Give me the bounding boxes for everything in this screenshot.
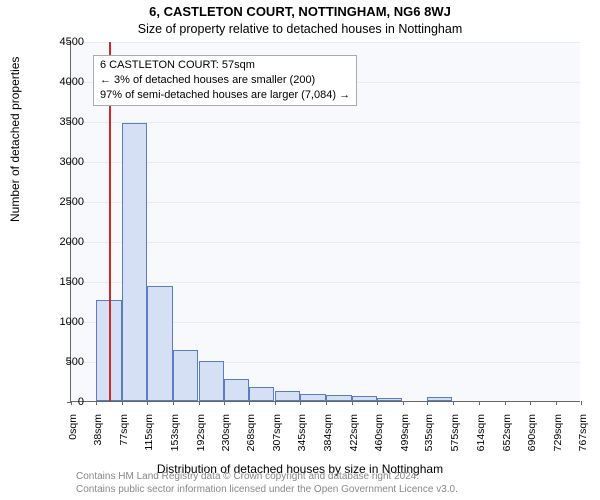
histogram-bar (122, 123, 147, 401)
gridline-h (71, 42, 580, 43)
xtick-label: 307sqm (271, 414, 283, 464)
xtick-mark (427, 401, 428, 405)
xtick-label: 575sqm (449, 414, 461, 464)
xtick-mark (275, 401, 276, 405)
xtick-mark (224, 401, 225, 405)
xtick-mark (530, 401, 531, 405)
xtick-label: 268sqm (245, 414, 257, 464)
xtick-label: 38sqm (92, 414, 104, 464)
ytick-label: 1500 (44, 276, 84, 288)
chart-title-line2: Size of property relative to detached ho… (0, 22, 600, 36)
xtick-mark (173, 401, 174, 405)
xtick-label: 384sqm (322, 414, 334, 464)
annotation-box: 6 CASTLETON COURT: 57sqm← 3% of detached… (93, 55, 357, 106)
ytick-label: 4000 (44, 76, 84, 88)
histogram-bar (249, 387, 274, 401)
xtick-mark (199, 401, 200, 405)
xtick-label: 652sqm (501, 414, 513, 464)
histogram-bar (147, 286, 172, 401)
histogram-bar (377, 398, 402, 401)
xtick-label: 460sqm (373, 414, 385, 464)
ytick-label: 0 (44, 396, 84, 408)
xtick-mark (403, 401, 404, 405)
xtick-mark (326, 401, 327, 405)
xtick-label: 115sqm (143, 414, 155, 464)
annotation-line1: 6 CASTLETON COURT: 57sqm (100, 58, 350, 73)
histogram-bar (352, 396, 377, 401)
ytick-label: 1000 (44, 316, 84, 328)
y-axis-label: Number of detached properties (8, 57, 22, 222)
license-line1: Contains HM Land Registry data © Crown c… (76, 471, 458, 484)
histogram-bar (427, 397, 452, 401)
xtick-mark (96, 401, 97, 405)
xtick-mark (505, 401, 506, 405)
xtick-mark (147, 401, 148, 405)
histogram-bar (224, 379, 249, 401)
xtick-label: 729sqm (552, 414, 564, 464)
xtick-label: 77sqm (118, 414, 130, 464)
ytick-label: 500 (44, 356, 84, 368)
xtick-mark (122, 401, 123, 405)
xtick-mark (479, 401, 480, 405)
xtick-mark (453, 401, 454, 405)
chart-title-line1: 6, CASTLETON COURT, NOTTINGHAM, NG6 8WJ (0, 4, 600, 19)
xtick-label: 345sqm (296, 414, 308, 464)
ytick-label: 2000 (44, 236, 84, 248)
xtick-label: 153sqm (169, 414, 181, 464)
xtick-label: 535sqm (423, 414, 435, 464)
xtick-label: 614sqm (475, 414, 487, 464)
histogram-bar (326, 395, 351, 401)
chart-container: 6, CASTLETON COURT, NOTTINGHAM, NG6 8WJ … (0, 0, 600, 500)
license-text: Contains HM Land Registry data © Crown c… (76, 471, 458, 496)
xtick-mark (352, 401, 353, 405)
histogram-bar (173, 350, 198, 401)
ytick-label: 4500 (44, 36, 84, 48)
ytick-label: 2500 (44, 196, 84, 208)
xtick-label: 422sqm (348, 414, 360, 464)
xtick-label: 230sqm (220, 414, 232, 464)
histogram-bar (300, 394, 325, 401)
xtick-label: 192sqm (195, 414, 207, 464)
license-line2: Contains public sector information licen… (76, 484, 458, 497)
xtick-label: 499sqm (399, 414, 411, 464)
xtick-mark (300, 401, 301, 405)
annotation-line2: ← 3% of detached houses are smaller (200… (100, 73, 350, 88)
xtick-mark (377, 401, 378, 405)
histogram-bar (275, 391, 300, 401)
histogram-bar (199, 361, 224, 401)
ytick-label: 3500 (44, 116, 84, 128)
xtick-label: 690sqm (526, 414, 538, 464)
xtick-mark (249, 401, 250, 405)
xtick-mark (581, 401, 582, 405)
xtick-label: 767sqm (577, 414, 589, 464)
annotation-line3: 97% of semi-detached houses are larger (… (100, 88, 350, 103)
xtick-mark (556, 401, 557, 405)
xtick-label: 0sqm (67, 414, 79, 464)
ytick-label: 3000 (44, 156, 84, 168)
